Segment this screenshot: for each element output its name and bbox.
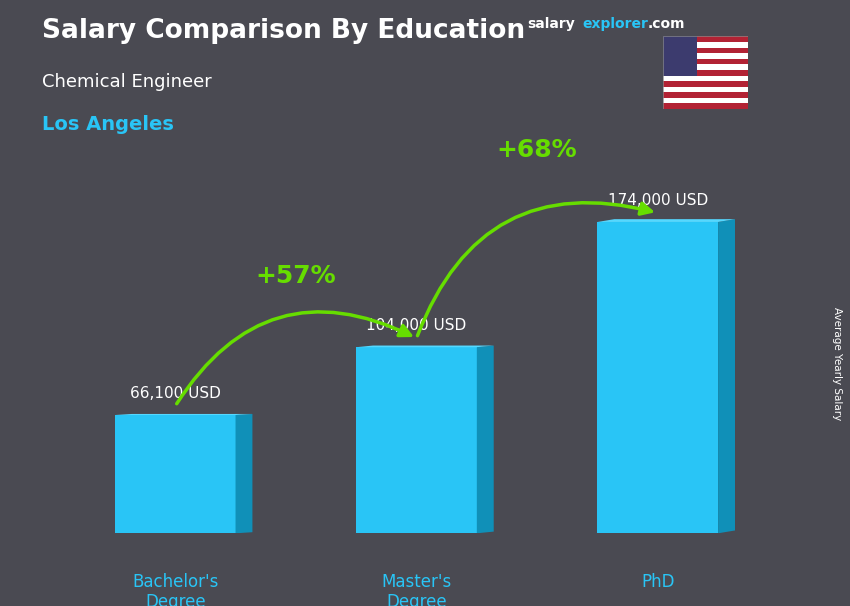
Text: Average Yearly Salary: Average Yearly Salary	[832, 307, 842, 420]
Bar	[663, 76, 748, 81]
Text: PhD: PhD	[641, 573, 675, 591]
Text: salary: salary	[527, 17, 575, 31]
Bar	[115, 415, 235, 533]
Polygon shape	[718, 219, 735, 533]
Bar	[663, 87, 748, 92]
Text: Bachelor's
Degree: Bachelor's Degree	[132, 573, 218, 606]
Text: Salary Comparison By Education: Salary Comparison By Education	[42, 18, 525, 44]
Polygon shape	[115, 414, 252, 415]
Text: Chemical Engineer: Chemical Engineer	[42, 73, 212, 91]
Bar	[663, 104, 748, 109]
Bar	[663, 92, 748, 98]
Bar	[663, 64, 748, 70]
Bar	[663, 47, 748, 53]
Bar	[598, 222, 718, 533]
Bar	[663, 81, 748, 87]
Bar	[663, 36, 748, 42]
Bar	[663, 70, 748, 76]
Text: +68%: +68%	[497, 138, 577, 162]
Bar	[663, 36, 697, 76]
Bar	[663, 42, 748, 47]
Polygon shape	[356, 345, 494, 347]
Polygon shape	[235, 414, 252, 533]
Text: Master's
Degree: Master's Degree	[382, 573, 451, 606]
Bar	[663, 53, 748, 59]
Bar	[663, 59, 748, 64]
Bar	[356, 347, 477, 533]
Text: explorer: explorer	[582, 17, 648, 31]
Polygon shape	[598, 219, 735, 222]
Text: +57%: +57%	[256, 264, 336, 288]
Text: Los Angeles: Los Angeles	[42, 115, 174, 134]
Text: 174,000 USD: 174,000 USD	[608, 193, 708, 208]
Text: 104,000 USD: 104,000 USD	[366, 318, 467, 333]
Text: 66,100 USD: 66,100 USD	[130, 385, 221, 401]
Text: .com: .com	[648, 17, 685, 31]
Bar	[663, 98, 748, 104]
Polygon shape	[477, 345, 494, 533]
